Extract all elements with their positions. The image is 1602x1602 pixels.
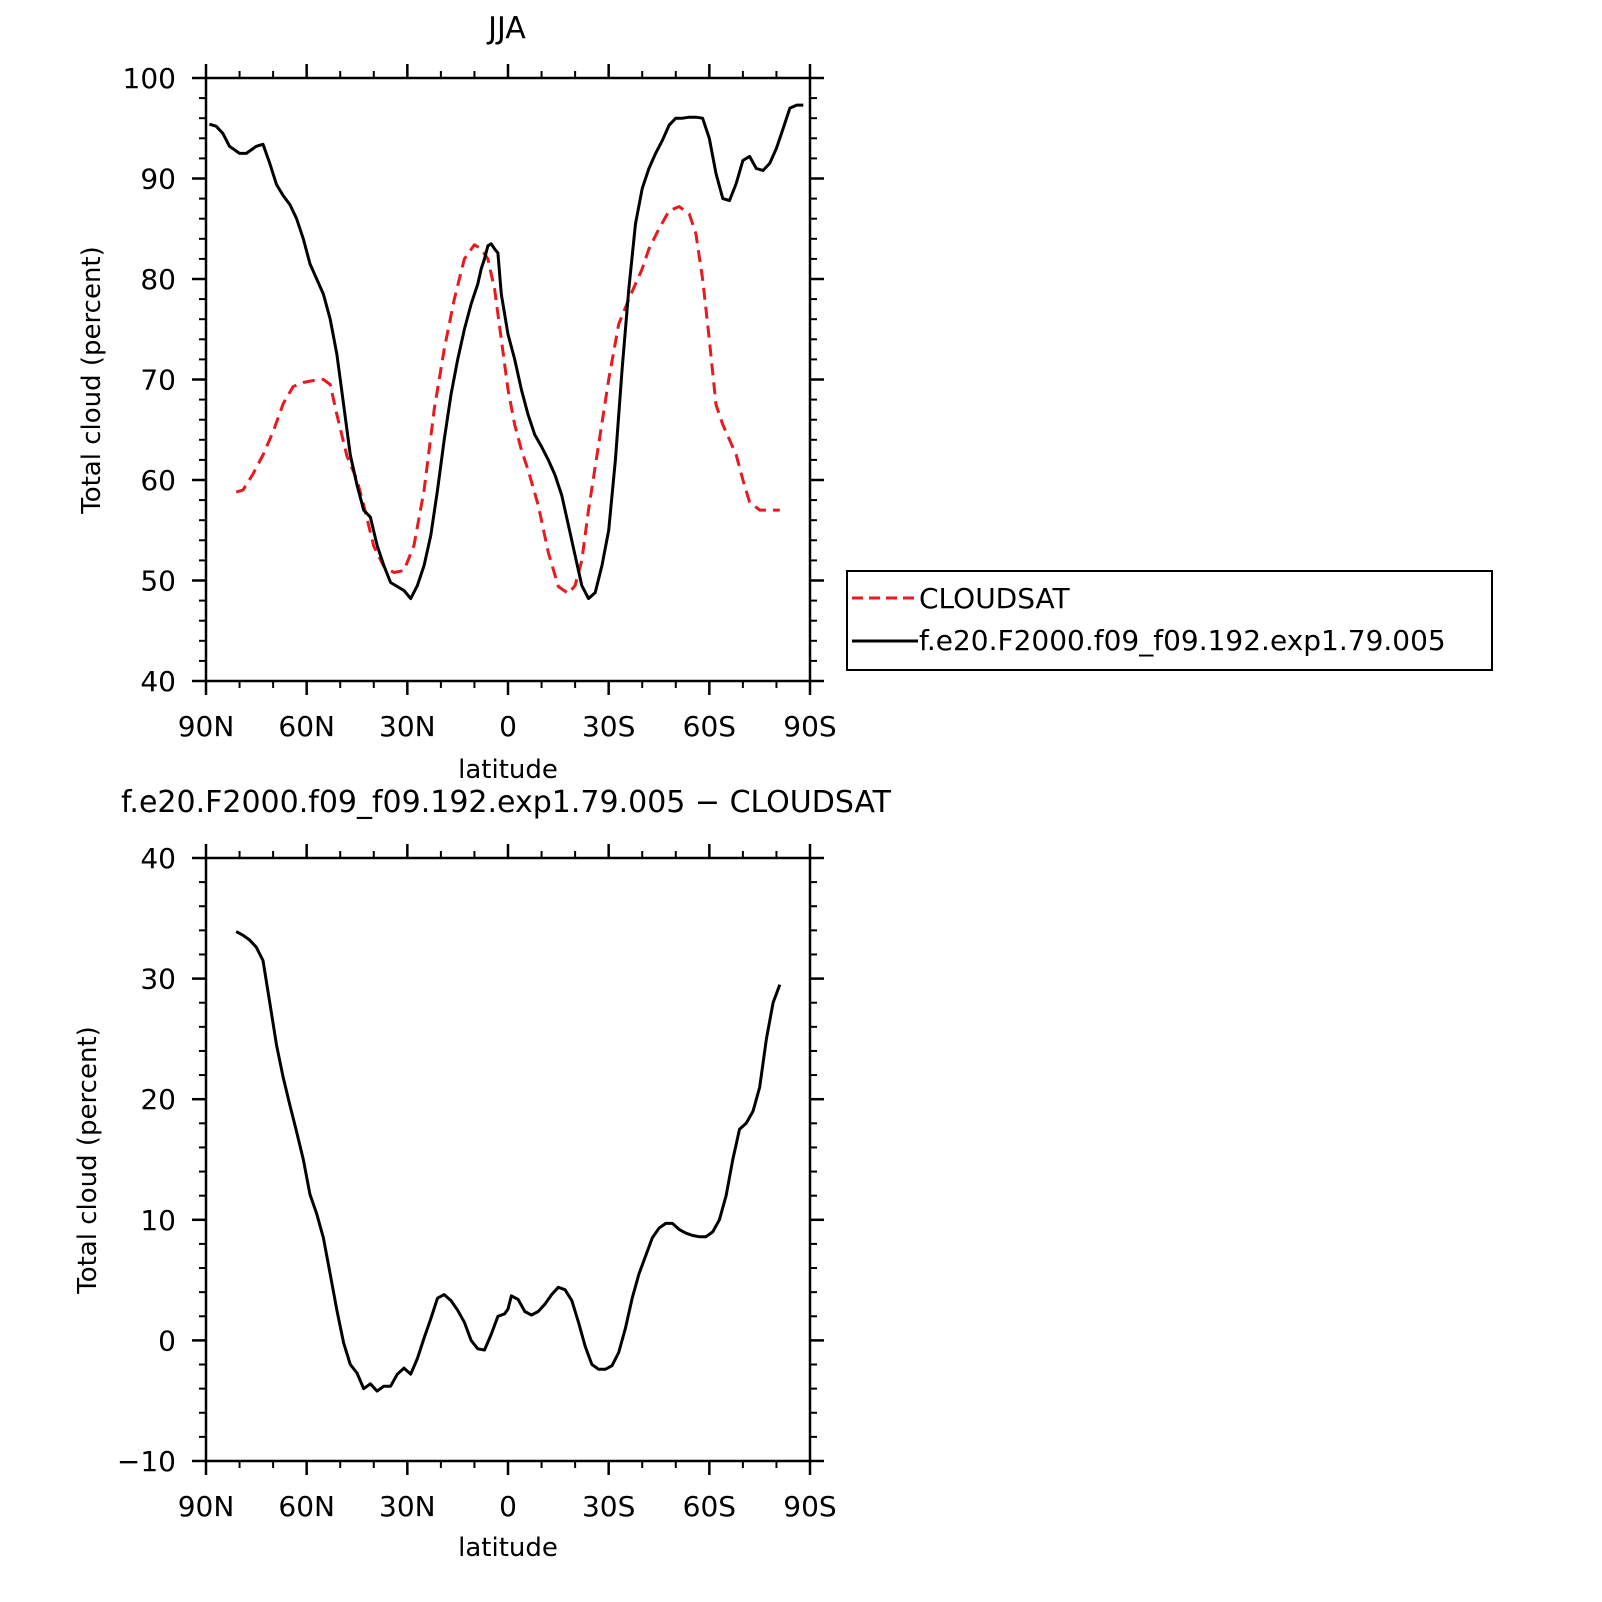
bottom-y-axis-label: Total cloud (percent) [73,1026,103,1295]
top-x-tick-label: 30S [582,710,635,743]
bottom-y-tick-label: −10 [117,1445,176,1478]
top-y-tick-label: 80 [140,263,176,296]
bottom-y-tick-label: 20 [140,1083,176,1116]
bottom-x-tick-label: 0 [499,1490,517,1523]
top-x-axis-label: latitude [458,755,558,785]
top-x-tick-label: 90N [178,710,235,743]
legend-label-model: f.e20.F2000.f09_f09.192.exp1.79.005 [919,624,1446,657]
top-series-lines [208,103,804,601]
top-y-tick-label: 70 [140,364,176,397]
bottom-y-tick-label: 0 [158,1324,176,1357]
bottom-x-tick-label: 60S [683,1490,736,1523]
top-x-tick-label: 30N [379,710,436,743]
top-y-axis-label: Total cloud (percent) [77,246,107,515]
bottom-plot-frame [204,856,812,1463]
bottom-axis-ticks: 90N 60N 30N 0 30S 60S 90S 40 30 20 10 0 −10 [117,842,837,1523]
top-chart-title: JJA [486,11,526,46]
top-y-tick-label: 60 [140,464,176,497]
top-series-cloudsat-line [235,205,780,596]
top-x-tick-label: 0 [499,710,517,743]
bottom-x-axis-label: latitude [458,1533,558,1563]
bottom-plot-area: 90N 60N 30N 0 30S 60S 90S 40 30 20 10 0 −10 [117,842,837,1523]
top-x-tick-label: 60N [278,710,335,743]
bottom-chart-title: f.e20.F2000.f09_f09.192.exp1.79.005 − CL… [121,785,892,820]
legend-label-cloudsat: CLOUDSAT [919,582,1071,615]
bottom-y-tick-label: 30 [140,963,176,996]
bottom-x-tick-label: 30S [582,1490,635,1523]
top-plot-area: 90N 60N 30N 0 30S 60S 90S 100 90 80 70 60 50 40 [123,62,837,743]
top-series-model-line [208,103,804,601]
legend: CLOUDSAT f.e20.F2000.f09_f09.192.exp1.79… [846,570,1493,671]
top-plot-frame [204,76,812,683]
bottom-x-tick-label: 60N [278,1490,335,1523]
bottom-y-tick-label: 10 [140,1204,176,1237]
top-y-tick-label: 90 [140,163,176,196]
top-x-tick-label: 90S [783,710,836,743]
top-x-tick-label: 60S [683,710,736,743]
bottom-y-tick-label: 40 [140,842,176,875]
bottom-series-difference-line [235,930,782,1393]
top-y-tick-label: 40 [140,665,176,698]
top-axis-ticks: 90N 60N 30N 0 30S 60S 90S 100 90 80 70 60 50 40 [123,62,837,743]
top-y-tick-label: 100 [123,62,176,95]
bottom-x-tick-label: 30N [379,1490,436,1523]
bottom-x-tick-label: 90S [783,1490,836,1523]
legend-box [846,570,1493,671]
bottom-series-lines [235,930,782,1393]
top-y-tick-label: 50 [140,565,176,598]
bottom-x-tick-label: 90N [178,1490,235,1523]
